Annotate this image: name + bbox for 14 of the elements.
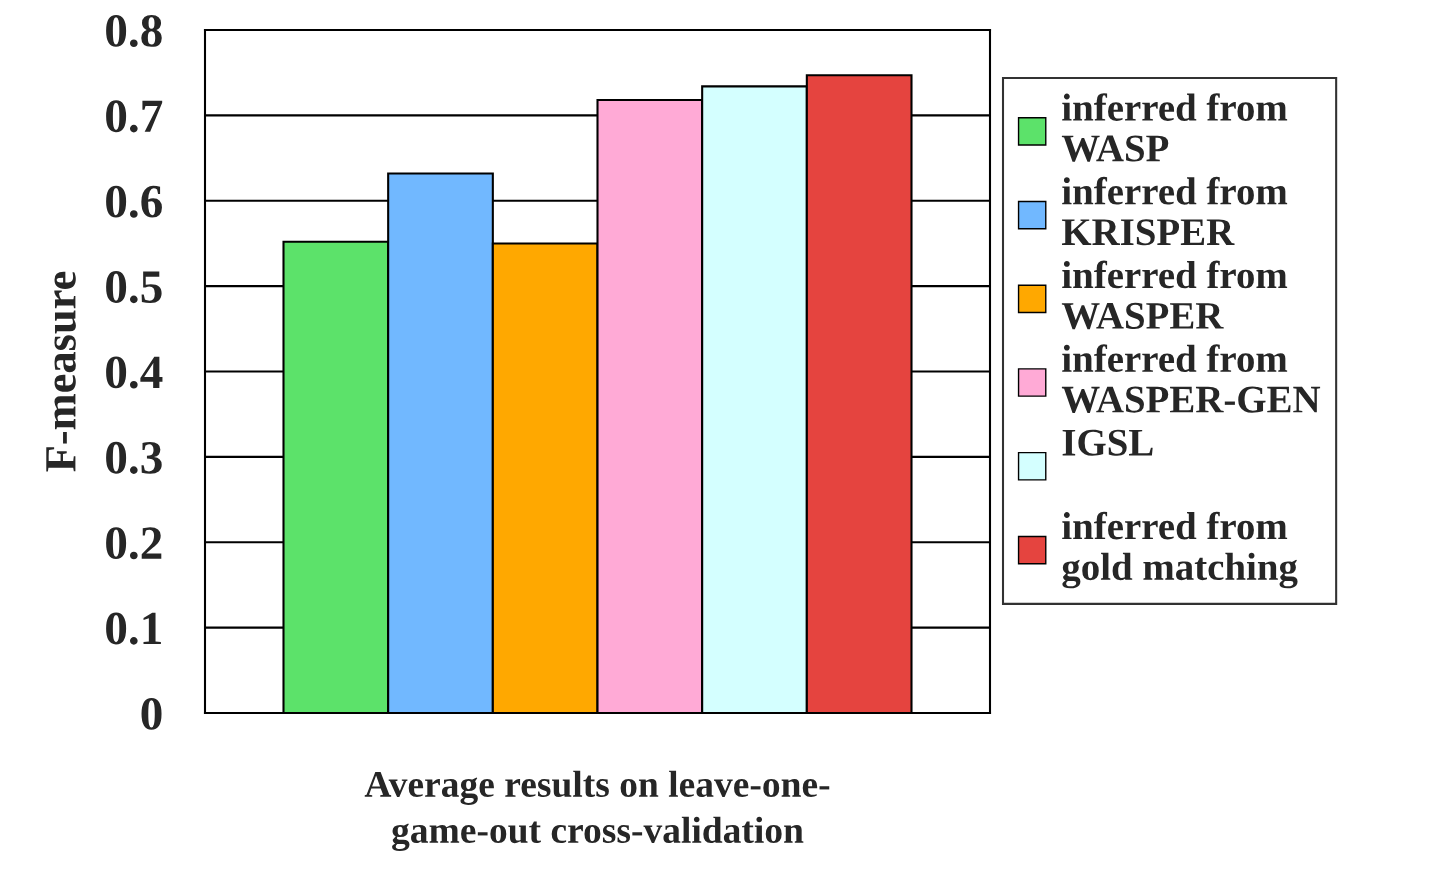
y-axis-title: F-measure: [46, 271, 76, 472]
y-tick-label: 0.7: [106, 100, 163, 133]
legend-label: inferred from WASPER-GEN: [1061, 344, 1321, 413]
y-tick-label: 0.8: [106, 14, 162, 48]
legend-label: inferred from gold matching: [1062, 511, 1298, 589]
y-tick-label: 0: [141, 697, 162, 730]
y-tick-label: 0.6: [106, 185, 162, 218]
y-tick-label: 0.4: [106, 356, 163, 389]
legend-label: IGSL: [1062, 429, 1153, 456]
y-tick-label: 0.1: [106, 612, 161, 645]
y-tick-label: 0.3: [106, 441, 162, 474]
y-tick-label: 0.5: [106, 271, 162, 304]
y-tick-label: 0.2: [106, 527, 162, 560]
x-axis-title: Average results on leave-one- game-out cross-validation: [364, 770, 830, 851]
